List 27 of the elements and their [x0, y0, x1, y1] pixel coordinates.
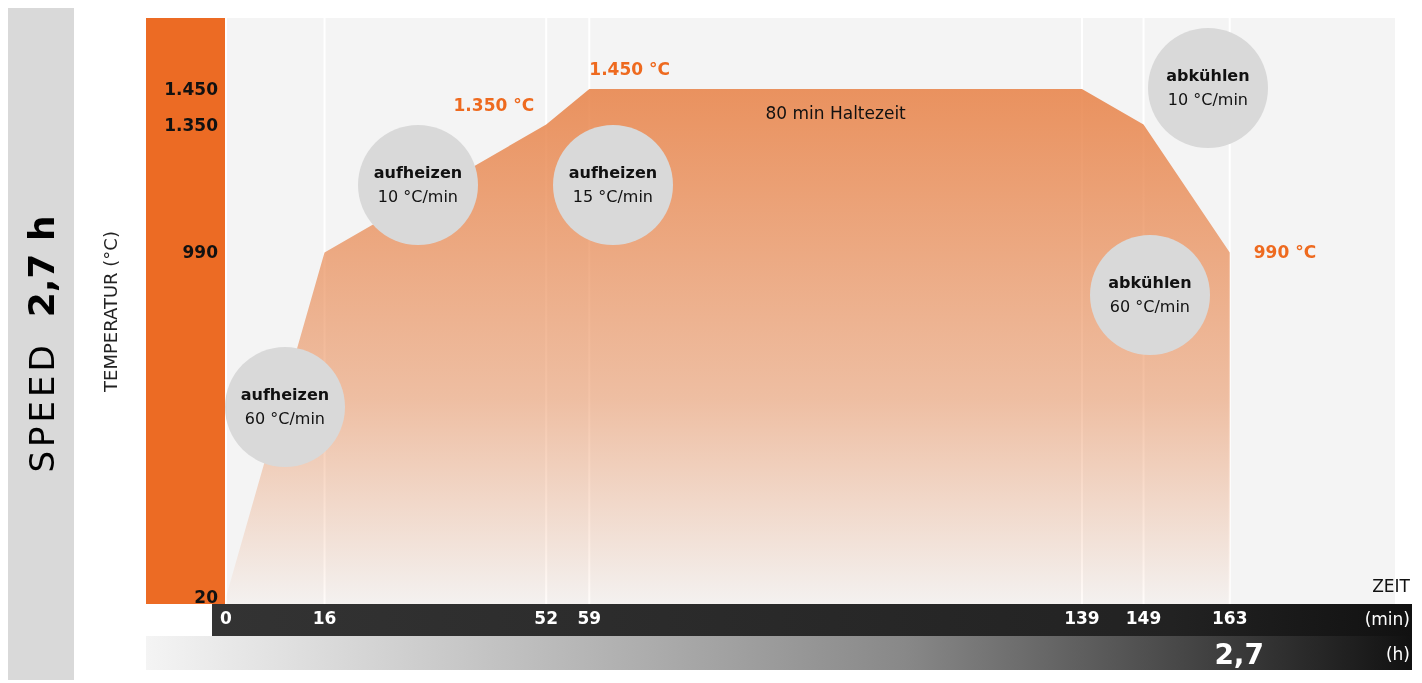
- y-tick-label: 1.350: [164, 114, 219, 135]
- annotation: 80 min Haltezeit: [765, 103, 907, 124]
- annotation: aufheizen 10 °C/min: [373, 162, 463, 208]
- text: (h): [1385, 644, 1410, 664]
- text: 2,7: [1214, 638, 1264, 671]
- x-tick-label: 139: [1064, 608, 1100, 629]
- x-tick-label: 59: [577, 608, 602, 629]
- y-axis-title: TEMPERATUR (°C): [100, 230, 122, 392]
- x-tick-label: 149: [1125, 608, 1162, 629]
- annotation: 1.350 °C: [453, 94, 535, 115]
- x-tick-label: 163: [1211, 608, 1248, 629]
- annotation: 1.450 °C: [589, 59, 670, 80]
- text: 2,7 h: [20, 215, 62, 318]
- y-tick-label: 20: [194, 586, 219, 607]
- y-tick-label: 990: [182, 242, 219, 263]
- text: (min): [1364, 609, 1410, 629]
- x-tick-label: 52: [534, 608, 558, 629]
- x-axis-title: ZEIT: [1372, 576, 1410, 596]
- text: SPEED: [21, 341, 62, 473]
- annotation: abkühlen 60 °C/min: [1108, 272, 1192, 318]
- x-tick-label: 16: [312, 608, 337, 629]
- annotation: abkühlen 10 °C/min: [1166, 65, 1250, 111]
- annotation: aufheizen 15 °C/min: [568, 162, 658, 208]
- x-tick-label: 0: [219, 608, 232, 629]
- y-tick-label: 1.450: [164, 79, 219, 100]
- annotation: 990 °C: [1253, 242, 1317, 263]
- annotation: aufheizen 60 °C/min: [240, 384, 330, 430]
